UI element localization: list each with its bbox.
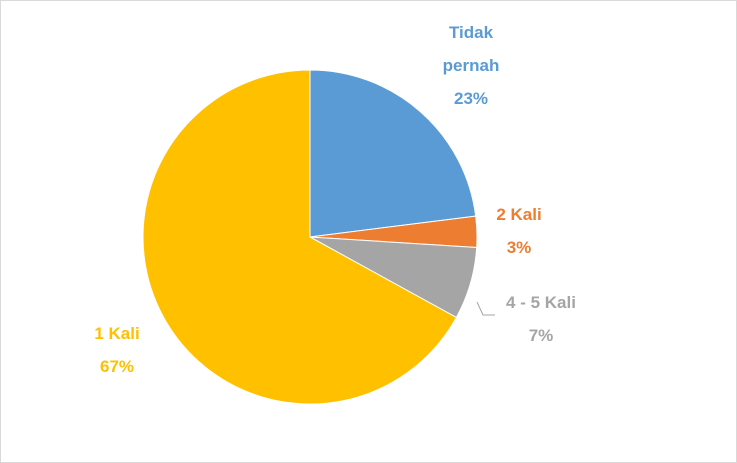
slices (142, 69, 478, 405)
leader-line (476, 301, 495, 316)
category-label: 2 Kali (496, 205, 542, 224)
data-label: 1 Kali 67% (67, 317, 167, 383)
data-label: 2 Kali 3% (469, 198, 569, 264)
value-label: 67% (99, 357, 135, 376)
category-label: Tidak pernah (442, 23, 500, 75)
value-label: 7% (528, 326, 554, 345)
category-label: 1 Kali (94, 324, 140, 343)
value-label: 23% (453, 89, 489, 108)
data-label: Tidak pernah 23% (421, 16, 521, 115)
pie-slice (309, 69, 477, 238)
data-label: 4 - 5 Kali 7% (481, 286, 601, 352)
pie-slice (142, 69, 458, 405)
value-label: 3% (506, 238, 532, 257)
category-label: 4 - 5 Kali (506, 293, 576, 312)
